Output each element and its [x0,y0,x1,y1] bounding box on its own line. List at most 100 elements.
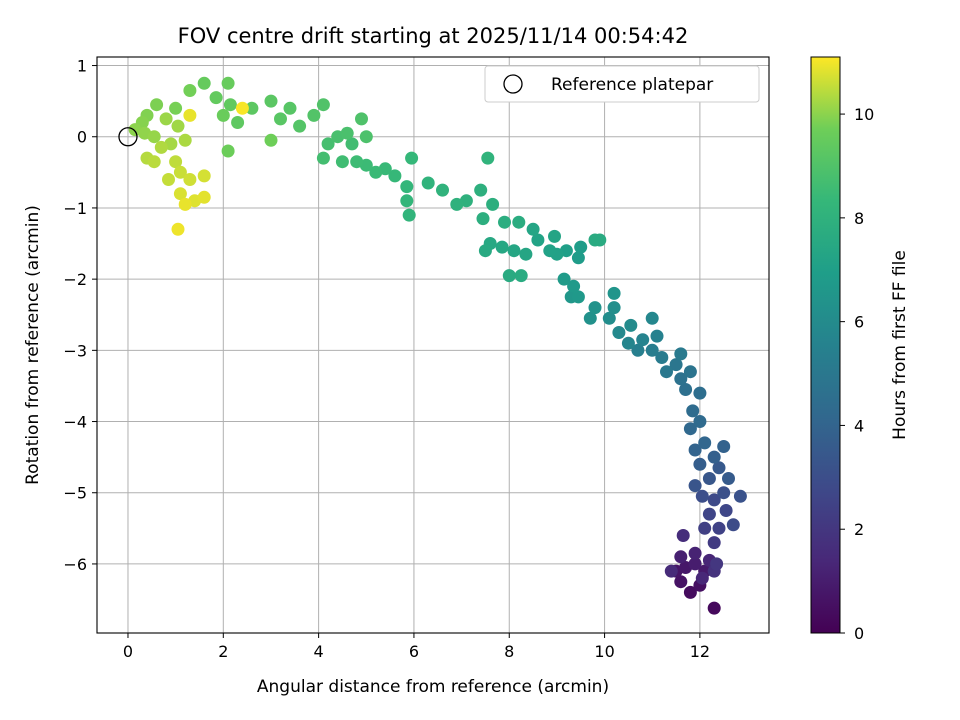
data-point [436,183,449,197]
data-point [712,521,726,535]
data-point [335,155,349,169]
data-point [173,187,187,201]
data-point [712,461,726,475]
data-point [674,372,688,386]
data-point [588,233,602,247]
data-point [574,240,588,254]
data-point [478,244,492,258]
data-point [147,130,161,144]
data-point [695,571,709,585]
data-point [216,108,230,122]
x-tick-label: 2 [218,642,228,661]
data-point [171,222,185,236]
data-point [707,493,721,507]
x-tick-label: 10 [594,642,614,661]
data-point [355,112,368,126]
data-point [683,422,697,436]
scatter-points [128,76,747,615]
data-point [498,215,511,229]
data-point [698,521,712,535]
data-point [707,536,721,550]
y-tick-label: −6 [63,555,87,574]
data-point [283,101,297,115]
colorbar-tick-label: 8 [854,209,864,228]
data-point [476,212,490,226]
colorbar-label: Hours from first FF file [890,250,910,440]
colorbar-tick-label: 10 [854,105,874,124]
data-point [660,365,673,379]
data-point [693,386,707,400]
data-point [345,137,359,151]
data-point [612,326,626,339]
data-point [674,347,688,361]
data-point [543,244,557,258]
data-point [571,251,585,265]
data-point [686,404,700,418]
data-point [150,98,164,112]
data-point [695,489,709,503]
data-point [674,550,688,564]
colorbar-tick-label: 2 [854,520,864,539]
data-point [274,112,287,126]
data-point [567,279,581,293]
data-point [169,155,183,169]
data-point [717,486,731,500]
data-point [400,194,414,208]
data-point [707,450,721,464]
data-point [402,208,416,222]
data-point [223,98,237,112]
data-point [293,119,307,133]
data-point [264,94,278,108]
data-point [321,137,335,151]
data-point [183,173,197,186]
colorbar [810,56,841,634]
legend-box [484,65,760,103]
data-point [717,440,731,453]
data-point [162,173,175,186]
plot-frame [96,56,770,634]
data-point [388,169,402,183]
data-point [650,329,664,343]
data-point [698,436,712,450]
data-point [669,358,683,372]
data-point [571,290,585,304]
data-point [688,546,702,560]
data-point [519,247,533,261]
data-point [171,119,185,133]
data-point [683,585,697,599]
data-point [679,383,693,396]
data-point [486,197,500,211]
data-point [526,222,540,236]
data-point [693,457,707,471]
data-point [636,333,650,347]
data-point [722,472,735,485]
data-point [588,301,602,315]
data-point [726,518,740,532]
y-tick-label: −5 [63,484,87,503]
x-tick-label: 8 [504,642,514,661]
y-tick-label: 0 [77,128,87,147]
data-point [688,557,702,571]
data-point [173,165,187,179]
data-point [645,311,659,325]
data-point [702,507,716,521]
x-tick-label: 4 [314,642,324,661]
y-axis-label: Rotation from reference (arcmin) [23,205,43,485]
data-point [512,215,526,229]
data-point [450,197,464,211]
x-tick-label: 6 [409,642,419,661]
data-point [340,126,354,140]
data-point [548,229,561,243]
data-point [674,575,688,589]
data-point [719,504,733,517]
data-point [495,240,509,254]
data-point [197,169,211,183]
data-point [369,165,383,179]
data-point [221,144,235,158]
data-point [147,155,161,169]
data-point [245,101,259,115]
data-point [421,176,435,190]
data-point [405,151,419,165]
data-point [502,269,516,283]
data-point [400,180,414,194]
